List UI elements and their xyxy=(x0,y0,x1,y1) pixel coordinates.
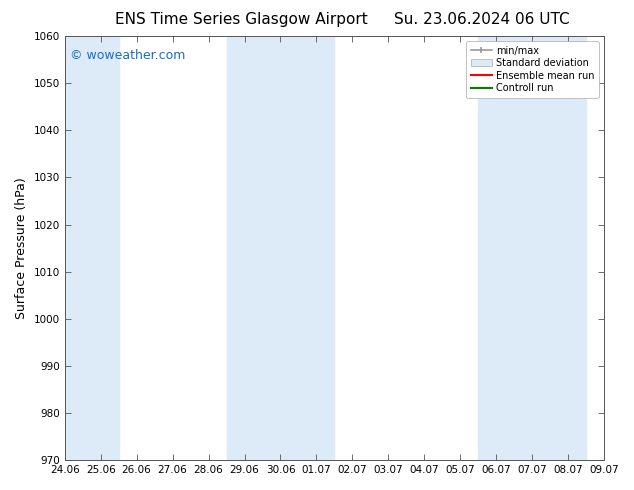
Bar xyxy=(47,36,119,460)
Bar xyxy=(226,36,334,460)
Text: © woweather.com: © woweather.com xyxy=(70,49,185,62)
Y-axis label: Surface Pressure (hPa): Surface Pressure (hPa) xyxy=(15,177,28,319)
Text: Su. 23.06.2024 06 UTC: Su. 23.06.2024 06 UTC xyxy=(394,12,570,27)
Bar xyxy=(478,36,586,460)
Legend: min/max, Standard deviation, Ensemble mean run, Controll run: min/max, Standard deviation, Ensemble me… xyxy=(466,41,599,98)
Text: ENS Time Series Glasgow Airport: ENS Time Series Glasgow Airport xyxy=(115,12,367,27)
